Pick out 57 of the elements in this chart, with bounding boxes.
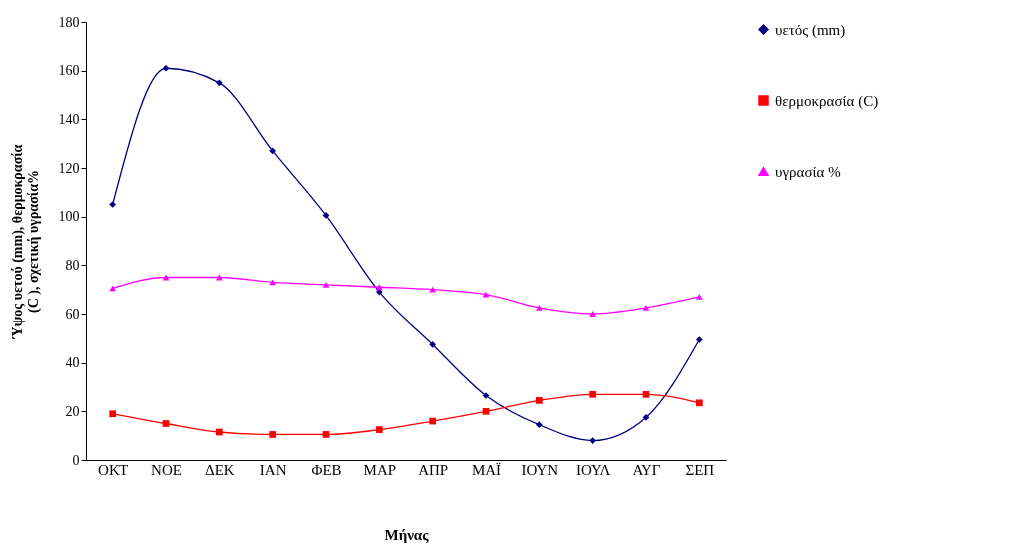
point [269,431,277,438]
point [535,397,543,404]
x-tick-label: ΑΠΡ [418,461,449,478]
point [695,399,703,407]
x-tick-label: ΙΑΝ [259,461,287,478]
point [695,294,703,300]
legend-label: υετός (mm) [775,21,846,39]
point [535,305,543,311]
point [642,390,650,398]
x-tick-label: ΝΟΕ [151,461,182,478]
y-tick-label: 60 [65,306,80,322]
point [215,79,223,87]
point [269,279,277,286]
x-tick-label: ΔΕΚ [205,461,235,478]
point [109,410,117,418]
point [375,426,383,433]
point [535,421,543,429]
x-axis-title: Μήνας [384,526,430,543]
point [269,147,277,155]
y-tick-label: 40 [65,355,80,371]
y-tick-label: 140 [58,111,80,127]
x-tick-label: ΣΕΠ [685,461,715,478]
y-tick-label: 100 [58,209,80,225]
point [322,431,330,438]
point [109,201,117,208]
y-tick-label: 160 [58,63,80,79]
y-tick-label: 80 [65,257,80,273]
point [695,336,703,343]
x-tick-label: ΜΑΪ [471,461,502,478]
x-tick-label: ΦΕΒ [311,461,342,478]
point [482,407,490,415]
point [482,291,490,298]
point [429,341,437,348]
point [375,284,383,291]
y-tick-label: 20 [65,403,80,419]
point [642,305,650,311]
point [162,420,170,427]
x-tick-label: ΑΥΓ [632,461,661,478]
point [215,428,223,436]
y-tick-label: 180 [58,14,80,30]
point [162,64,170,72]
y-tick-label: 0 [72,452,80,468]
legend-label: θερμοκρασία (C) [775,92,879,110]
point [429,417,437,425]
point [589,437,597,444]
x-tick-label: ΙΟΥΛ [575,461,611,478]
legend-label: υγρασία % [775,163,841,180]
point [162,274,170,281]
point [589,390,597,398]
point [589,311,597,317]
point [322,281,330,288]
y-axis-title: Ύψος υετού (mm), θερμοκρασία (C ), σχετική υγρασία% [9,144,42,340]
x-tick-label: ΜΑΡ [363,461,397,478]
point [429,286,437,293]
y-tick-label: 120 [58,160,80,176]
x-tick-label: ΙΟΥΝ [521,461,559,478]
x-tick-label: ΟΚΤ [98,461,129,478]
